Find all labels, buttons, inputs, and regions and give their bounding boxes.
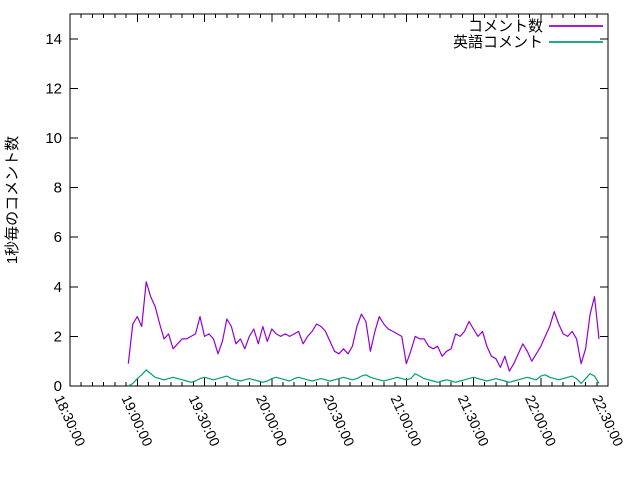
- x-tick-label: 21:00:00: [388, 393, 426, 449]
- series-lines: [127, 281, 600, 387]
- axis-ticks: [69, 14, 609, 387]
- series-line-1: [128, 369, 600, 387]
- y-tick-label: 2: [54, 328, 62, 345]
- x-tick-label: 18:30:00: [51, 393, 89, 449]
- y-tick-label: 6: [54, 229, 62, 246]
- series-line-0: [127, 281, 600, 372]
- y-tick-label: 14: [45, 31, 62, 48]
- y-tick-label: 12: [45, 80, 62, 97]
- x-tick-label: 22:30:00: [589, 393, 627, 449]
- y-tick-label: 8: [54, 180, 62, 197]
- x-tick-label: 20:30:00: [320, 393, 358, 449]
- legend-label-comments: コメント数: [468, 18, 543, 35]
- y-axis-title: 1秒毎のコメント数: [4, 136, 21, 264]
- x-tick-label: 19:00:00: [119, 393, 157, 449]
- y-tick-label: 10: [45, 130, 62, 147]
- legend: コメント数 英語コメント: [453, 18, 603, 51]
- y-tick-label: 4: [54, 279, 62, 296]
- x-tick-label: 19:30:00: [186, 393, 224, 449]
- x-tick-label: 22:00:00: [522, 393, 560, 449]
- x-tick-labels: 18:30:00 19:00:00 19:30:00 20:00:00 20:30:00…: [51, 393, 627, 449]
- x-tick-label: 20:00:00: [253, 393, 291, 449]
- plot-area-border: [69, 13, 609, 387]
- y-tick-labels: 0 2 4 6 8 10 12 14: [45, 31, 62, 395]
- y-tick-label: 0: [54, 378, 62, 395]
- x-tick-label: 21:30:00: [455, 393, 493, 449]
- legend-label-english: 英語コメント: [453, 33, 543, 51]
